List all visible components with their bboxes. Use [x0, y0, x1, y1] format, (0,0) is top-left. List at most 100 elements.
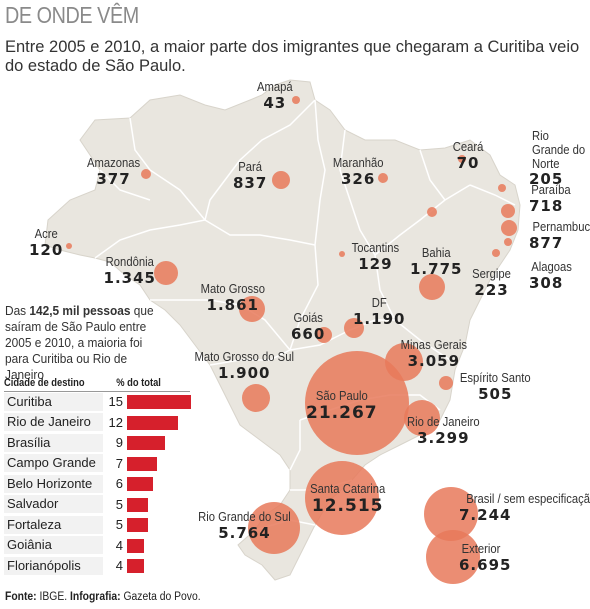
label-maranhao: Maranhão 326	[332, 156, 384, 188]
row-city: Rio de Janeiro	[4, 413, 103, 433]
table-row: Goiânia 4	[4, 536, 190, 557]
row-city: Campo Grande	[4, 454, 103, 474]
label-ms: Mato Grosso do Sul 1.900	[194, 350, 294, 382]
bubble-mt	[239, 296, 265, 322]
row-city: Curitiba	[4, 392, 103, 412]
row-pct: 5	[115, 517, 123, 533]
bubble-sp	[305, 351, 409, 455]
label-alagoas: Alagoas 308	[529, 260, 572, 292]
bubble-maranhao	[378, 173, 388, 183]
row-city: Belo Horizonte	[4, 474, 103, 494]
row-pct: 5	[115, 496, 123, 512]
row-bar	[127, 497, 149, 512]
row-pct: 4	[115, 558, 123, 574]
bubble-tocantins	[339, 251, 345, 257]
row-pct: 12	[108, 414, 123, 430]
table-row: Curitiba 15	[4, 392, 191, 413]
page-subtitle: Entre 2005 e 2010, a maior parte dos imi…	[5, 38, 580, 75]
bubble-rj	[404, 400, 440, 436]
table-row: Salvador 5	[4, 495, 190, 516]
bubble-ms	[242, 384, 270, 412]
row-bar	[127, 456, 157, 471]
label-amazonas: Amazonas 377	[86, 156, 141, 188]
bubble-exterior	[426, 530, 480, 584]
label-ceara: Ceará 70	[452, 140, 484, 172]
col-pct-header: % do total	[116, 377, 161, 389]
bubble-goias	[316, 327, 332, 343]
source-credit: Fonte: IBGE. Infografia: Gazeta do Povo.	[5, 591, 201, 603]
label-brasil: Brasil / sem especificação 7.244	[459, 492, 590, 524]
table-row: Campo Grande 7	[4, 454, 190, 475]
table-row: Rio de Janeiro 12	[4, 413, 190, 434]
destination-table: Cidade de destino % do total Curitiba 15 R…	[4, 377, 191, 577]
label-paraiba: Paraíba 718	[529, 183, 571, 215]
bubble-amapa	[292, 96, 300, 104]
label-para: Pará 837	[233, 160, 268, 192]
page-title: DE ONDE VÊM	[5, 2, 139, 28]
label-pernambuco: Pernambuco 877	[529, 220, 590, 252]
label-mt: Mato Grosso 1.861	[200, 282, 265, 314]
bubble-df	[344, 318, 364, 338]
col-city-header: Cidade de destino	[4, 377, 85, 389]
table-row: Florianópolis 4	[4, 556, 190, 577]
label-df: DF 1.190	[353, 296, 406, 328]
row-bar	[127, 538, 145, 553]
label-exterior: Exterior 6.695	[459, 542, 512, 574]
bubble-sc	[305, 461, 379, 535]
label-rj: Rio de Janeiro 3.299	[407, 415, 480, 447]
label-sergipe: Sergipe 223	[472, 267, 511, 299]
sidebar-note: Das 142,5 mil pessoas que saíram de São …	[5, 304, 154, 382]
bubble-paraiba	[501, 204, 515, 218]
row-city: Goiânia	[4, 536, 103, 556]
bubble-piaui	[427, 207, 437, 217]
label-bahia: Bahia 1.775	[410, 246, 463, 278]
bubble-rondonia	[154, 261, 178, 285]
bubble-sergipe	[492, 249, 500, 257]
row-bar	[127, 518, 149, 533]
row-pct: 15	[108, 394, 123, 410]
bubble-es	[439, 376, 453, 390]
label-acre: Acre 120	[29, 227, 64, 259]
label-sc: Santa Catarina 12.515	[310, 482, 386, 516]
bubble-pernambuco	[501, 220, 517, 236]
bubbles	[66, 96, 517, 584]
bubble-rs	[248, 502, 300, 554]
row-pct: 6	[115, 476, 123, 492]
table-row: Brasília 9	[4, 433, 190, 454]
label-amapa: Amapá 43	[256, 80, 293, 112]
row-pct: 4	[115, 537, 123, 553]
label-goias: Goiás 660	[291, 311, 326, 343]
bubble-ceara	[458, 155, 466, 163]
row-bar	[127, 395, 191, 410]
label-rondonia: Rondônia 1.345	[103, 255, 156, 287]
table-row: Belo Horizonte 6	[4, 474, 190, 495]
bubble-para	[272, 171, 290, 189]
label-es: Espírito Santo 505	[459, 371, 531, 403]
bubble-brasil	[424, 487, 478, 541]
row-bar	[127, 415, 179, 430]
row-pct: 7	[115, 455, 123, 471]
bubble-amazonas	[141, 169, 151, 179]
bubble-bahia	[419, 274, 445, 300]
table-row: Fortaleza 5	[4, 515, 190, 536]
row-city: Florianópolis	[4, 556, 103, 576]
label-tocantins: Tocantins 129	[351, 241, 400, 273]
label-mg: Minas Gerais 3.059	[400, 338, 467, 370]
row-city: Salvador	[4, 495, 103, 515]
row-bar	[127, 559, 145, 574]
row-pct: 9	[115, 435, 123, 451]
bubble-acre	[66, 243, 72, 249]
row-bar	[127, 477, 153, 492]
row-city: Fortaleza	[4, 515, 103, 535]
bubble-rn	[498, 184, 506, 192]
row-city: Brasília	[4, 433, 103, 453]
table-rows: Curitiba 15 Rio de Janeiro 12 Brasília 9 Campo…	[4, 392, 191, 577]
brazil-outline	[44, 79, 521, 581]
label-sp: São Paulo 21.267	[306, 389, 378, 423]
bubble-alagoas	[504, 238, 512, 246]
label-rs: Rio Grande do Sul 5.764	[198, 510, 291, 542]
table-header: Cidade de destino % do total	[4, 377, 190, 392]
row-bar	[127, 436, 166, 451]
label-rn: Rio Grande do Norte 205	[529, 129, 586, 189]
